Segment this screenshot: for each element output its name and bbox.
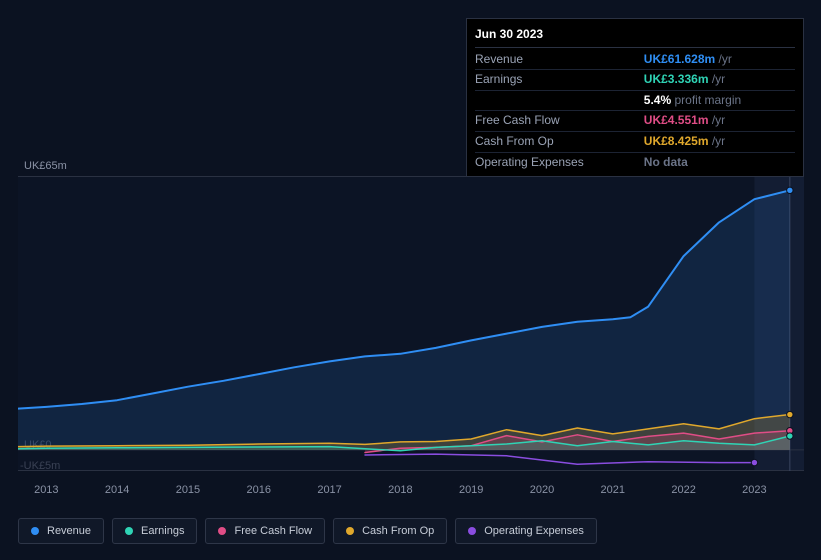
tooltip-metric-label: Earnings [475,70,644,91]
legend-swatch [468,527,476,535]
x-tick-label: 2023 [742,484,766,496]
legend-label: Revenue [47,525,91,537]
legend-swatch [218,527,226,535]
x-tick-label: 2014 [105,484,129,496]
x-tick-label: 2016 [247,484,271,496]
tooltip-row: Free Cash FlowUK£4.551m /yr [475,111,795,132]
tooltip-metric-label: Operating Expenses [475,152,644,172]
tooltip-metric-label: Cash From Op [475,131,644,152]
tooltip-metric-value: UK£4.551m /yr [644,111,795,132]
legend-item-operatingExpenses[interactable]: Operating Expenses [455,518,597,544]
financials-line-chart [18,176,804,471]
tooltip-metric-value: 5.4% profit margin [644,90,795,111]
tooltip-date: Jun 30 2023 [475,25,795,48]
x-tick-label: 2021 [601,484,625,496]
legend-label: Cash From Op [362,525,434,537]
tooltip-row: Cash From OpUK£8.425m /yr [475,131,795,152]
tooltip-metric-value: UK£8.425m /yr [644,131,795,152]
tooltip-table: RevenueUK£61.628m /yrEarningsUK£3.336m /… [475,50,795,173]
legend-swatch [346,527,354,535]
tooltip-metric-value: UK£61.628m /yr [644,50,795,70]
x-tick-label: 2018 [388,484,412,496]
tooltip-metric-label: Free Cash Flow [475,111,644,132]
x-tick-label: 2019 [459,484,483,496]
legend-label: Earnings [141,525,184,537]
legend-label: Operating Expenses [484,525,584,537]
chart-legend: Revenue Earnings Free Cash Flow Cash From O… [18,518,597,544]
hover-tooltip: Jun 30 2023 RevenueUK£61.628m /yrEarning… [466,18,804,177]
legend-item-cashFromOp[interactable]: Cash From Op [333,518,447,544]
tooltip-metric-value: No data [644,152,795,172]
tooltip-row: Operating ExpensesNo data [475,152,795,172]
legend-item-revenue[interactable]: Revenue [18,518,104,544]
legend-label: Free Cash Flow [234,525,312,537]
x-tick-label: 2017 [317,484,341,496]
legend-item-earnings[interactable]: Earnings [112,518,197,544]
tooltip-metric-value: UK£3.336m /yr [644,70,795,91]
x-tick-label: 2015 [176,484,200,496]
legend-swatch [31,527,39,535]
tooltip-row: 5.4% profit margin [475,90,795,111]
tooltip-row: RevenueUK£61.628m /yr [475,50,795,70]
x-tick-label: 2022 [671,484,695,496]
x-tick-label: 2013 [34,484,58,496]
tooltip-metric-label: Revenue [475,50,644,70]
legend-swatch [125,527,133,535]
tooltip-row: EarningsUK£3.336m /yr [475,70,795,91]
x-tick-label: 2020 [530,484,554,496]
tooltip-metric-label [475,90,644,111]
y-tick-label-max: UK£65m [24,160,67,172]
legend-item-freeCashFlow[interactable]: Free Cash Flow [205,518,325,544]
